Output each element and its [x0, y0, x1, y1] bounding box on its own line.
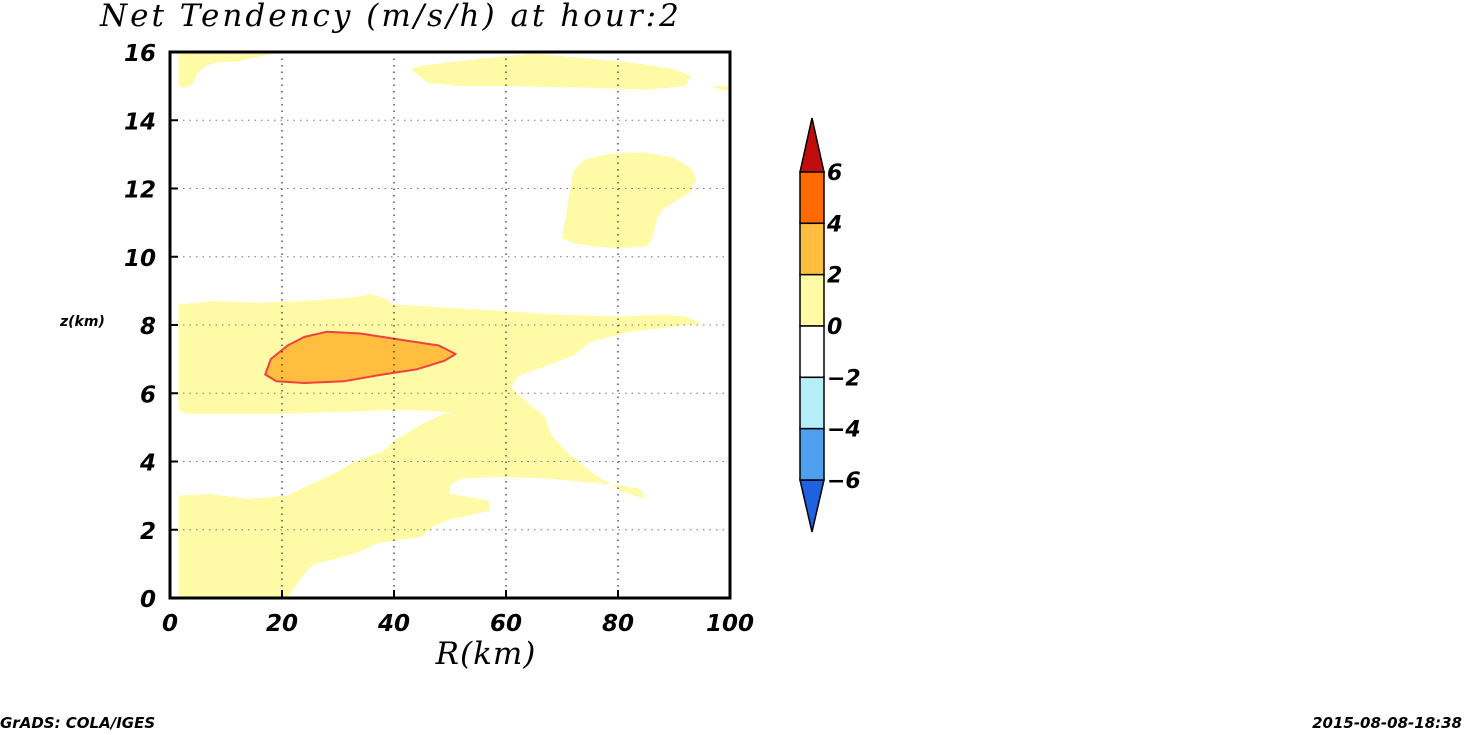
- x-tick-label-40: 40: [377, 611, 410, 637]
- colorbar-label-2: 2: [827, 264, 842, 289]
- colorbar-segment-3: [799, 273, 825, 327]
- colorbar-segment-2: [799, 222, 825, 276]
- contour-region-2: [178, 52, 282, 88]
- colorbar-arrow-bottom: [799, 479, 825, 533]
- colorbar-segment-5: [799, 376, 825, 430]
- footer-timestamp: 2015-08-08-18:38: [1312, 714, 1462, 732]
- contour-region-6: [264, 330, 457, 384]
- x-axis-ticks: 0 20 40 60 80 100: [162, 590, 754, 637]
- colorbar-label-4: 4: [826, 212, 842, 237]
- colorbar-label--6: −6: [827, 469, 861, 494]
- footer-left-label: GrADS: COLA/IGES: [0, 714, 155, 732]
- colorbar-segment-6: [799, 427, 825, 481]
- contour-region-3: [410, 53, 691, 90]
- contour-region-1: [178, 294, 702, 598]
- x-tick-label-80: 80: [602, 611, 634, 637]
- y-tick-label-0: 0: [140, 587, 156, 613]
- colorbar-label-6: 6: [827, 161, 842, 186]
- y-tick-label-12: 12: [124, 178, 156, 204]
- y-axis-ticks: 0 2 4 6 8 10 12 14 16: [124, 41, 178, 613]
- y-tick-label-10: 10: [124, 246, 156, 272]
- colorbar-segment-1: [799, 171, 825, 225]
- y-tick-label-2: 2: [140, 519, 156, 545]
- colorbar-segment-4: [799, 325, 825, 379]
- x-tick-label-20: 20: [266, 611, 298, 637]
- y-tick-label-8: 8: [140, 314, 156, 340]
- x-tick-label-100: 100: [706, 611, 754, 637]
- contour-region-5: [562, 152, 697, 249]
- colorbar-label--4: −4: [827, 418, 861, 443]
- colorbar-label--2: −2: [827, 366, 861, 391]
- colorbar-label-0: 0: [827, 315, 842, 340]
- x-tick-label-60: 60: [490, 611, 522, 637]
- contour-regions: [178, 52, 730, 598]
- y-tick-label-6: 6: [140, 382, 156, 408]
- x-axis-label: R(km): [435, 636, 537, 672]
- y-tick-label-16: 16: [124, 41, 156, 67]
- y-axis-label: z(km): [59, 314, 105, 330]
- contour-region-4: [713, 86, 730, 92]
- y-tick-label-4: 4: [139, 451, 156, 477]
- chart-title: Net Tendency (m/s/h) at hour:2: [99, 0, 682, 34]
- grid-lines: [170, 52, 730, 598]
- y-tick-label-14: 14: [124, 109, 156, 135]
- x-tick-label-0: 0: [162, 611, 178, 637]
- colorbar: 6 4 2 0 −2 −4 −6: [799, 117, 861, 533]
- colorbar-arrow-top: [799, 117, 825, 173]
